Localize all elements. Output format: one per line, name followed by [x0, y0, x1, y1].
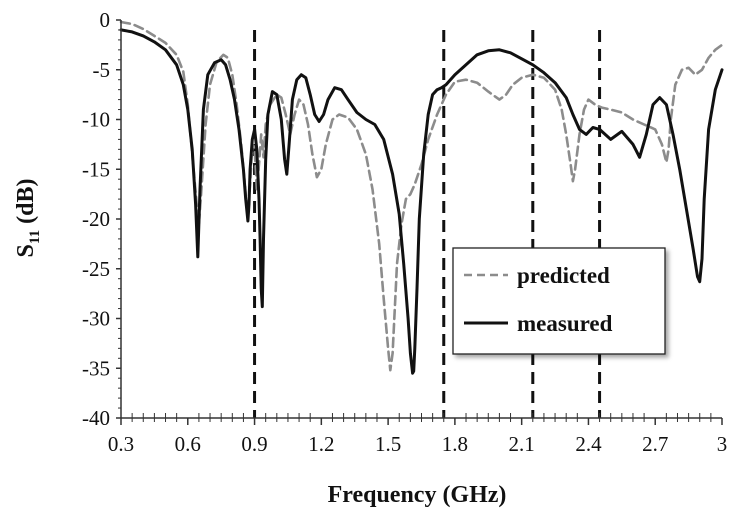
x-tick-label: 0.3 [108, 432, 134, 456]
series-line-measured [119, 28, 724, 375]
y-tick-label: -35 [82, 356, 110, 380]
y-tick-label: -5 [93, 58, 111, 82]
plot-series [119, 20, 724, 375]
y-axis-label: S11 (dB) [13, 179, 43, 258]
legend-label-predicted: predicted [517, 263, 610, 288]
x-tick-label: 2.7 [642, 432, 668, 456]
y-tick-label: -10 [82, 108, 110, 132]
x-tick-label: 3 [717, 432, 728, 456]
axes [116, 19, 723, 425]
y-tick-label: -40 [82, 406, 110, 430]
y-tick-label: -20 [82, 207, 110, 231]
x-tick-label: 1.2 [308, 432, 334, 456]
x-tick-label: 1.8 [442, 432, 468, 456]
y-tick-label: 0 [100, 8, 111, 32]
tick-labels: 0 -5 -10 -15 -20 -25 -30 -35 -400.3 0.6 0.9 1.2 1.5 1… [82, 8, 727, 456]
y-tick-label: -15 [82, 157, 110, 181]
y-tick-label: -30 [82, 307, 110, 331]
legend-box [452, 247, 666, 355]
series-line-predicted [119, 20, 724, 372]
x-tick-label: 2.1 [509, 432, 535, 456]
x-axis-label: Frequency (GHz) [328, 482, 507, 508]
y-axis-label-unit: (dB) [13, 179, 39, 230]
legend-label-measured: measured [517, 311, 613, 336]
y-tick-label: -25 [82, 257, 110, 281]
legend: predicted measured [452, 247, 666, 355]
x-tick-label: 2.4 [575, 432, 602, 456]
x-tick-label: 0.9 [241, 432, 267, 456]
x-tick-label: 0.6 [175, 432, 201, 456]
x-tick-label: 1.5 [375, 432, 401, 456]
y-axis-label-main: S [13, 244, 39, 257]
y-axis-label-subscript: 11 [27, 230, 43, 244]
